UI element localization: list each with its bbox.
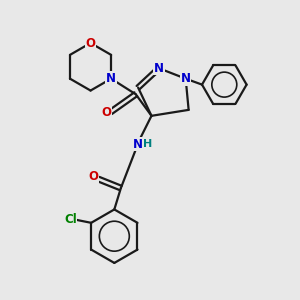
Text: N: N [154,62,164,75]
Text: O: O [85,37,96,50]
Text: Cl: Cl [64,213,77,226]
Text: O: O [101,106,111,118]
Text: N: N [133,138,143,151]
Text: N: N [106,72,116,85]
Text: N: N [181,72,191,85]
Text: H: H [143,139,152,149]
Text: O: O [88,170,98,183]
